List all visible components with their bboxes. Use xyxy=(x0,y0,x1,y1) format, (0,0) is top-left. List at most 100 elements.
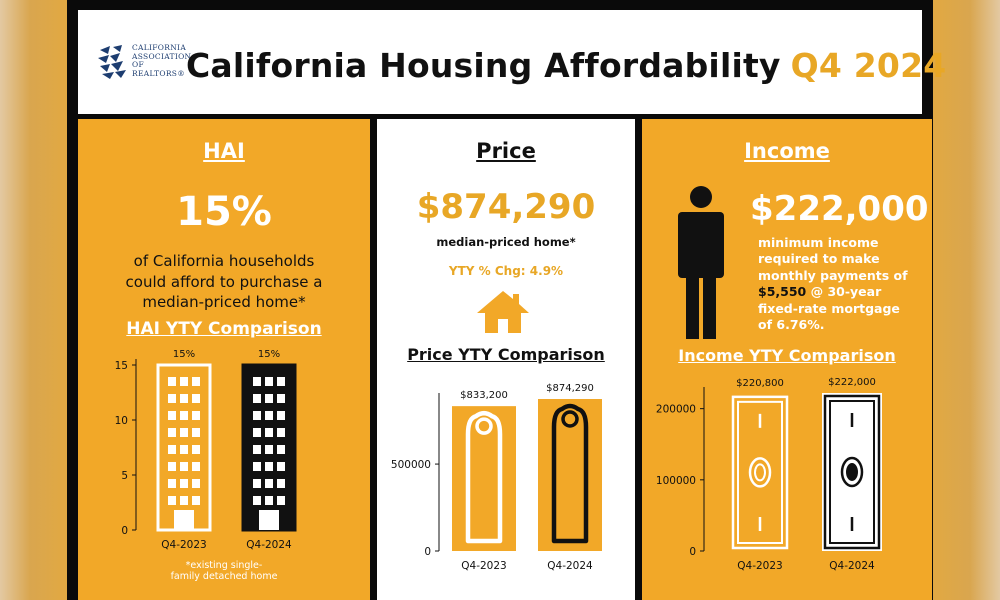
price-yty-change: YTY % Chg: 4.9% xyxy=(448,264,564,278)
door xyxy=(259,510,279,530)
window xyxy=(277,394,285,403)
y-tick-label: 200000 xyxy=(656,404,696,416)
income-desc-rest: @ 30-year xyxy=(806,284,882,300)
page-title: California Housing Affordability Q4 2024 xyxy=(186,46,946,85)
window xyxy=(253,445,261,454)
value-label: $222,000 xyxy=(828,377,876,388)
hai-desc-line: could afford to purchase a xyxy=(125,272,323,291)
value-label: 15% xyxy=(173,349,195,360)
window xyxy=(253,479,261,488)
value-label: $833,200 xyxy=(460,390,508,401)
title-main: California Housing Affordability xyxy=(186,46,781,85)
bill-seal-inner xyxy=(754,463,766,482)
car-logo: CALIFORNIA ASSOCIATION OF REALTORS® xyxy=(96,43,191,80)
price-heading: Price xyxy=(476,139,536,163)
income-desc-line: $5,550 @ 30-year xyxy=(758,284,928,300)
dollar-bill-icon xyxy=(823,394,881,550)
footnote-line: family detached home xyxy=(170,571,278,582)
y-tick-label: 15 xyxy=(115,360,128,372)
category-label: Q4-2023 xyxy=(737,560,782,572)
window xyxy=(180,496,188,505)
window xyxy=(180,377,188,386)
income-desc-line: minimum income xyxy=(758,235,879,250)
logo-text: CALIFORNIA ASSOCIATION OF REALTORS® xyxy=(132,43,191,78)
window xyxy=(253,428,261,437)
window xyxy=(265,445,273,454)
price-panel: Price $874,290 median-priced home* YTY %… xyxy=(377,119,635,600)
price-comparison-title: Price YTY Comparison xyxy=(407,345,605,364)
window xyxy=(265,496,273,505)
window xyxy=(192,394,200,403)
bar xyxy=(241,363,297,532)
income-chart: 0 100000 200000 $220,800 Q4-2023 $222,000 Q4-2… xyxy=(656,377,882,572)
window xyxy=(253,394,261,403)
person-icon xyxy=(678,186,724,339)
y-tick-label: 0 xyxy=(121,525,128,537)
bill-seal xyxy=(748,457,772,488)
value-label: 15% xyxy=(258,349,280,360)
window xyxy=(265,479,273,488)
bar xyxy=(822,393,882,551)
price-chart: 0 500000 $833,200 Q4-2023 $874,290 Q4-2024 xyxy=(391,383,602,572)
title-period: Q4 2024 xyxy=(790,46,947,85)
window xyxy=(180,462,188,471)
price-tag-icon xyxy=(465,410,503,544)
income-desc-line: monthly payments of xyxy=(758,267,908,283)
income-desc-line: of 6.76%. xyxy=(758,317,825,333)
income-value: $222,000 xyxy=(750,189,929,229)
y-tick-label: 100000 xyxy=(656,475,696,487)
window xyxy=(180,479,188,488)
income-panel: Income $222,000 minimum income required … xyxy=(642,119,932,600)
hai-value: 15% xyxy=(176,189,272,235)
hai-desc-line: of California households xyxy=(133,252,315,270)
price-description: median-priced home* xyxy=(436,235,576,249)
hai-chart: 0 5 10 15 15% Q4-2023 15% Q4-2024 xyxy=(115,349,297,551)
window xyxy=(277,445,285,454)
dollar-bill-icon xyxy=(731,395,789,550)
value-label: $220,800 xyxy=(736,378,784,389)
window xyxy=(265,377,273,386)
window xyxy=(277,428,285,437)
window xyxy=(168,462,176,471)
bill-inner xyxy=(737,400,783,545)
window xyxy=(192,496,200,505)
price-value: $874,290 xyxy=(416,187,596,227)
bill-seal xyxy=(840,456,864,488)
income-desc-line: fixed-rate mortgage xyxy=(758,300,900,316)
y-tick-label: 500000 xyxy=(391,459,431,471)
window xyxy=(277,411,285,420)
hai-panel: HAI 15% of California households could a… xyxy=(78,119,370,600)
window xyxy=(180,411,188,420)
window xyxy=(168,377,176,386)
category-label: Q4-2024 xyxy=(246,539,292,551)
income-comparison-title: Income YTY Comparison xyxy=(678,346,896,365)
income-desc-line: required to make xyxy=(758,251,880,267)
window xyxy=(253,411,261,420)
window xyxy=(265,462,273,471)
bar xyxy=(538,399,602,551)
window xyxy=(192,377,200,386)
tag-hole xyxy=(561,410,579,428)
window xyxy=(192,462,200,471)
logo-line: CALIFORNIA xyxy=(132,43,187,52)
y-tick-label: 5 xyxy=(121,470,128,482)
hai-comparison-title: HAI YTY Comparison xyxy=(126,319,322,339)
window xyxy=(168,445,176,454)
window xyxy=(168,394,176,403)
hai-description: of California households could afford to… xyxy=(78,251,370,313)
window xyxy=(277,462,285,471)
window xyxy=(168,428,176,437)
window xyxy=(168,496,176,505)
house-icon xyxy=(477,291,529,333)
category-label: Q4-2024 xyxy=(547,560,593,572)
footnote-line: *existing single- xyxy=(185,560,263,571)
bill-seal-inner xyxy=(846,463,858,481)
hai-desc-line: median-priced home* xyxy=(142,293,306,311)
window xyxy=(168,479,176,488)
window xyxy=(253,496,261,505)
category-label: Q4-2023 xyxy=(461,560,506,572)
window xyxy=(192,428,200,437)
monthly-payment: $5,550 xyxy=(758,284,807,300)
window xyxy=(277,496,285,505)
bar xyxy=(452,406,516,551)
